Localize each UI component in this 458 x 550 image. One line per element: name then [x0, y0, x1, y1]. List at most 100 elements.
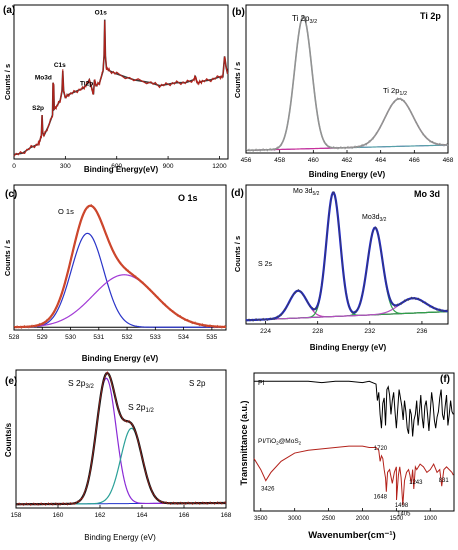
panel-f-series-1: [253, 445, 454, 506]
panel-d-tick-label-0: 224: [260, 328, 271, 335]
panel-d-component-peak-2: [245, 227, 449, 321]
panel-c-raw-data: [13, 203, 227, 329]
panel-c-tick-label-6: 534: [178, 334, 189, 341]
panel-a-tick-label-2: 600: [111, 163, 122, 170]
panel-f-letter: (f): [440, 374, 450, 385]
panel-b-ylabel: Counts / s: [233, 62, 242, 98]
panel-a-tick-label-3: 900: [163, 163, 174, 170]
panel-b-tick-label-2: 460: [308, 157, 319, 164]
panel-c-tick-label-5: 533: [150, 334, 161, 341]
panel-a-fit-line: [13, 19, 229, 156]
panel-c-annotation: O 1s: [58, 207, 74, 216]
panel-b: (b) Ti 2p 456 458 460 462 464 466 468 Ti 2p3/2…: [232, 4, 454, 179]
panel-d-annotation-2: Mo 3d5/2: [293, 188, 320, 197]
panel-e-tick-label-0: 158: [11, 512, 22, 519]
panel-e-plot: [15, 371, 227, 506]
panel-d-raw-data: [245, 190, 449, 322]
panel-e-annotation-2: S 2p1/2: [128, 402, 155, 414]
panel-d-tick-label-1: 228: [312, 328, 323, 335]
panel-a-peak-label-3: Ti2p: [80, 81, 93, 88]
panel-d-plot: [245, 190, 449, 322]
panel-f-tick-label-4: 1500: [390, 516, 404, 522]
panel-f-peak-label-3: 1498: [395, 503, 409, 509]
panel-f-legend-pi: PI: [258, 380, 265, 387]
panel-d-ylabel: Counts / s: [233, 236, 242, 272]
panel-d-annotation-3: Mo3d3/2: [362, 214, 387, 223]
panel-f-peak-label-4: 1405: [397, 511, 411, 517]
panel-f-peak-label-1: 1720: [374, 446, 388, 452]
panel-a-peak-label-2: C1s: [54, 62, 66, 69]
panel-b-letter: (b): [232, 7, 245, 18]
panel-e-component-peak-0: [15, 377, 227, 505]
panel-c-letter: (c): [5, 189, 17, 200]
svg-text:PI/TiO2@MoS2: PI/TiO2@MoS2: [258, 438, 302, 446]
panel-a-tick-label-0: 0: [12, 163, 16, 170]
svg-text:Ti 2p1/2: Ti 2p1/2: [383, 86, 407, 97]
panel-c-tick-label-4: 532: [122, 334, 133, 341]
panel-c: (c) O 1s 528 529 530 531 532 533 534 535 O 1s B…: [3, 184, 227, 363]
panel-e-tick-label-2: 162: [95, 512, 106, 519]
panel-b-raw-data: [245, 16, 449, 153]
panel-a-ylabel: Counts / s: [3, 64, 12, 100]
panel-d-xlabel: Binding Energy (eV): [310, 343, 387, 352]
panel-e-letter: (e): [5, 376, 17, 387]
panel-c-component-peak-0: [14, 232, 226, 328]
panel-f-tick-label-1: 3000: [288, 516, 302, 522]
panel-d-tick-label-2: 232: [364, 328, 375, 335]
panel-f-peak-label-0: 3426: [261, 487, 275, 493]
panel-a-frame: [13, 4, 229, 160]
panel-a-peak-label-4: O1s: [95, 10, 108, 17]
panel-f-series-0: [254, 380, 454, 437]
panel-f-ylabel: Transmittance (a.u.): [239, 400, 249, 485]
panel-e-tick-label-4: 166: [179, 512, 190, 519]
panel-c-tick-label-1: 529: [37, 334, 48, 341]
panel-c-tick-label-3: 531: [93, 334, 104, 341]
svg-text:Mo 3d5/2: Mo 3d5/2: [293, 188, 320, 197]
panel-b-tick-label-3: 462: [342, 157, 353, 164]
panel-b-tick-label-1: 458: [274, 157, 285, 164]
panel-a-data-line: [13, 20, 229, 157]
panel-a-tick-label-1: 300: [60, 163, 71, 170]
svg-text:S 2p3/2: S 2p3/2: [68, 378, 95, 390]
panel-e-frame: [15, 369, 227, 509]
panel-b-tick-label-0: 456: [241, 157, 252, 164]
svg-text:Mo3d3/2: Mo3d3/2: [362, 214, 387, 223]
panel-f-legend-composite: PI/TiO2@MoS2: [258, 438, 302, 446]
panel-f-frame: [253, 372, 455, 512]
panel-a-xlabel: Binding Energy(eV): [84, 165, 159, 174]
panel-a-tick-label-4: 1200: [212, 163, 227, 170]
panel-f-peak-label-6: 831: [439, 478, 450, 484]
panel-d-envelope: [245, 191, 449, 322]
panel-d-tick-label-3: 236: [417, 328, 428, 335]
panel-b-title: Ti 2p: [420, 11, 441, 21]
panel-c-tick-label-7: 535: [206, 334, 217, 341]
panel-f-tick-label-0: 3500: [254, 516, 268, 522]
panel-b-tick-label-6: 468: [443, 157, 454, 164]
panel-b-tick-label-4: 464: [375, 157, 386, 164]
panel-c-tick-label-2: 530: [65, 334, 76, 341]
svg-text:S 2p1/2: S 2p1/2: [128, 402, 155, 414]
panel-e-tick-label-5: 168: [221, 512, 232, 519]
panel-e-xlabel: Binding Energy (eV): [84, 533, 156, 542]
panel-a-peak-label-0: S2p: [32, 105, 44, 112]
panel-b-tick-label-5: 466: [409, 157, 420, 164]
panel-a-plot: [13, 19, 229, 157]
panel-e-title: S 2p: [189, 379, 206, 388]
panel-b-xticks: 456 458 460 462 464 466 468: [241, 150, 454, 164]
panel-e-tick-label-1: 160: [53, 512, 64, 519]
panel-a-letter: (a): [3, 5, 15, 16]
svg-text:Ti 2p3/2: Ti 2p3/2: [292, 14, 317, 25]
panel-c-ylabel: Counts / s: [3, 240, 12, 276]
panel-e-xticks: 158 160 162 164 166 168: [11, 505, 232, 519]
panel-c-tick-label-0: 528: [9, 334, 20, 341]
panel-f: (f) 3500 3000 2500 2000 1500 1000 3426 1720 164…: [239, 372, 455, 541]
panel-c-xlabel: Binding Energy (eV): [82, 354, 159, 363]
panel-b-plot: [245, 15, 449, 153]
panel-b-xlabel: Binding Energy (eV): [309, 170, 386, 179]
panel-f-peak-label-5: 1243: [409, 480, 423, 486]
panel-c-title: O 1s: [178, 193, 198, 203]
panel-b-annotation-1: Ti 2p3/2: [292, 14, 317, 25]
